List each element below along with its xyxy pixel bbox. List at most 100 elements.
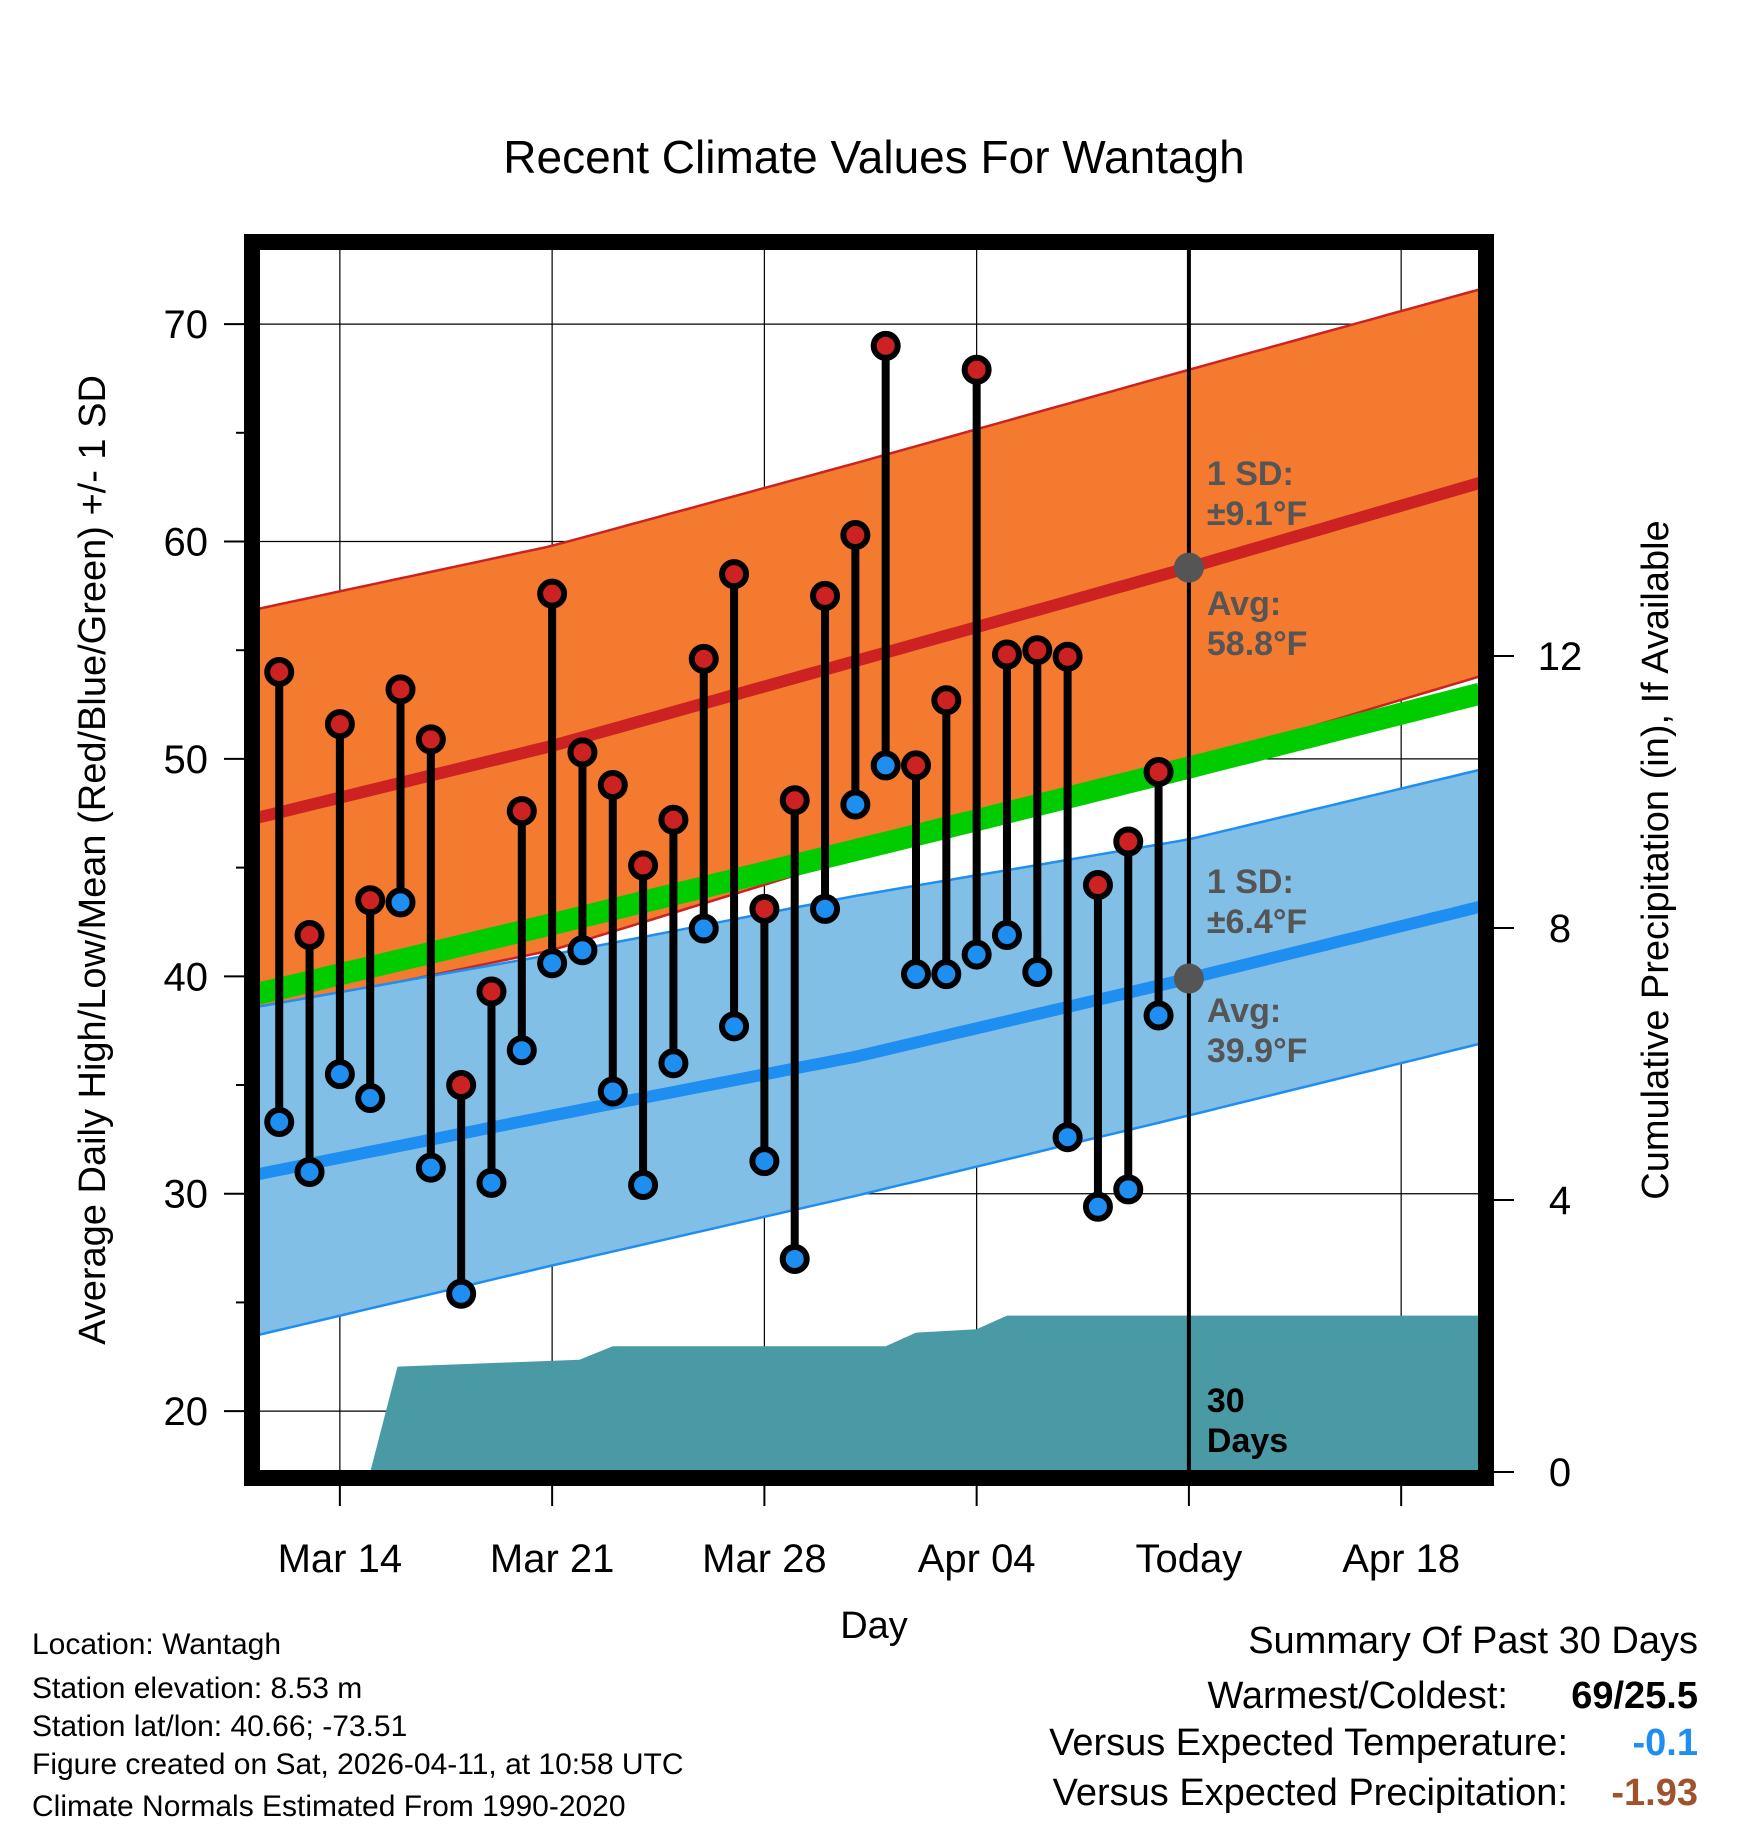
daily-low-point — [658, 1048, 689, 1079]
daily-low-point — [1113, 1174, 1144, 1205]
daily-high-point — [567, 737, 598, 768]
footer-normals: Climate Normals Estimated From 1990-2020 — [32, 1790, 626, 1823]
daily-high-point — [1052, 641, 1083, 672]
daily-high-point — [415, 724, 446, 755]
y-tick-label: 40 — [164, 955, 209, 999]
daily-low-point — [476, 1167, 507, 1198]
low-avg-label: Avg: — [1207, 992, 1281, 1030]
plot-frame — [244, 234, 1494, 1486]
daily-high-point — [870, 330, 901, 361]
high-avg-value: 58.8°F — [1207, 625, 1308, 663]
precip-area — [370, 1315, 1480, 1472]
daily-low-point — [901, 959, 931, 990]
daily-high-point — [688, 643, 719, 674]
daily-high-point — [385, 674, 416, 705]
daily-low-point — [688, 913, 719, 944]
days-word-label: Days — [1207, 1422, 1288, 1460]
daily-low-point — [840, 789, 871, 820]
daily-high-point — [961, 354, 992, 385]
summary-temp-label: Versus Expected Temperature: — [1049, 1722, 1568, 1764]
daily-low-point — [1143, 1000, 1174, 1031]
summary-temp-value: -0.1 — [1632, 1722, 1698, 1764]
daily-high-point — [931, 685, 962, 716]
daily-high-point — [324, 709, 355, 740]
footer-created: Figure created on Sat, 2026-04-11, at 10… — [32, 1748, 684, 1781]
today-high-avg-marker — [1173, 552, 1204, 583]
high-avg-label: Avg: — [1207, 585, 1281, 623]
x-tick-label: Mar 28 — [702, 1537, 827, 1581]
daily-low-point — [779, 1243, 810, 1274]
high-sd-value: ±9.1°F — [1207, 495, 1307, 533]
footer-elevation: Station elevation: 8.53 m — [32, 1672, 363, 1705]
daily-low-point — [1022, 956, 1053, 987]
daily-low-point — [537, 948, 568, 979]
daily-high-point — [476, 976, 507, 1007]
daily-low-point — [355, 1083, 386, 1114]
y2-tick-label: 8 — [1549, 907, 1571, 951]
daily-high-point — [840, 519, 871, 550]
y-tick-label: 60 — [164, 520, 209, 564]
summary-warm-cold-value: 69/25.5 — [1571, 1675, 1698, 1717]
x-tick-label: Apr 18 — [1342, 1537, 1460, 1581]
daily-low-point — [264, 1106, 295, 1137]
daily-low-point — [597, 1076, 628, 1107]
daily-low-point — [506, 1035, 537, 1066]
daily-high-point — [1022, 635, 1053, 666]
x-axis-label: Day — [840, 1605, 908, 1647]
y2-tick-label: 0 — [1549, 1451, 1571, 1495]
y-tick-label: 20 — [164, 1390, 209, 1434]
low-avg-value: 39.9°F — [1207, 1032, 1308, 1070]
summary-precip-label: Versus Expected Precipitation: — [1052, 1772, 1568, 1814]
y2-tick-label: 4 — [1549, 1179, 1571, 1223]
high-sd-band — [258, 289, 1480, 1012]
daily-high-point — [1143, 756, 1174, 787]
normal-mean-line — [258, 683, 1480, 1005]
daily-high-point — [628, 850, 659, 881]
daily-high-point — [264, 656, 295, 687]
low-sd-value: ±6.4°F — [1207, 903, 1307, 941]
normal-high-line — [258, 477, 1480, 824]
daily-high-point — [779, 785, 810, 816]
daily-low-point — [870, 750, 901, 781]
daily-low-point — [1052, 1122, 1083, 1153]
y2-tick-label: 12 — [1538, 635, 1583, 679]
daily-high-point — [355, 885, 386, 916]
high-band-upper-edge — [258, 288, 1480, 611]
daily-low-point — [810, 893, 841, 924]
daily-low-point — [961, 939, 992, 970]
daily-high-point — [719, 559, 750, 590]
daily-low-point — [294, 1156, 325, 1187]
daily-high-point — [901, 750, 931, 781]
y-tick-label: 50 — [164, 738, 209, 782]
daily-high-point — [446, 1070, 477, 1101]
daily-low-point — [749, 1146, 780, 1177]
footer-location: Location: Wantagh — [32, 1628, 282, 1661]
daily-low-point — [446, 1278, 477, 1309]
daily-high-point — [537, 578, 568, 609]
daily-high-point — [749, 893, 780, 924]
chart-title: Recent Climate Values For Wantagh — [503, 131, 1244, 183]
daily-low-point — [385, 887, 416, 918]
y2-axis-label: Cumulative Precipitation (in), If Availa… — [1635, 520, 1677, 1199]
daily-low-point — [324, 1059, 355, 1090]
y-tick-label: 30 — [164, 1173, 209, 1217]
daily-high-point — [597, 769, 628, 800]
daily-low-point — [991, 920, 1022, 951]
y-axis-label: Average Daily High/Low/Mean (Red/Blue/Gr… — [72, 375, 114, 1345]
daily-high-point — [1113, 826, 1144, 857]
x-tick-label: Today — [1136, 1537, 1243, 1581]
daily-low-point — [415, 1152, 446, 1183]
plot-clip-group — [258, 248, 1480, 1472]
summary-precip-value: -1.93 — [1611, 1772, 1698, 1814]
x-tick-label: Mar 14 — [278, 1537, 403, 1581]
high-sd-label: 1 SD: — [1207, 455, 1294, 493]
summary-warm-cold-label: Warmest/Coldest: — [1207, 1675, 1508, 1717]
today-low-avg-marker — [1173, 963, 1204, 994]
days-count-label: 30 — [1207, 1382, 1245, 1420]
y-tick-label: 70 — [164, 303, 209, 347]
daily-high-point — [991, 639, 1022, 670]
daily-low-point — [1082, 1191, 1113, 1222]
daily-high-point — [294, 920, 325, 951]
